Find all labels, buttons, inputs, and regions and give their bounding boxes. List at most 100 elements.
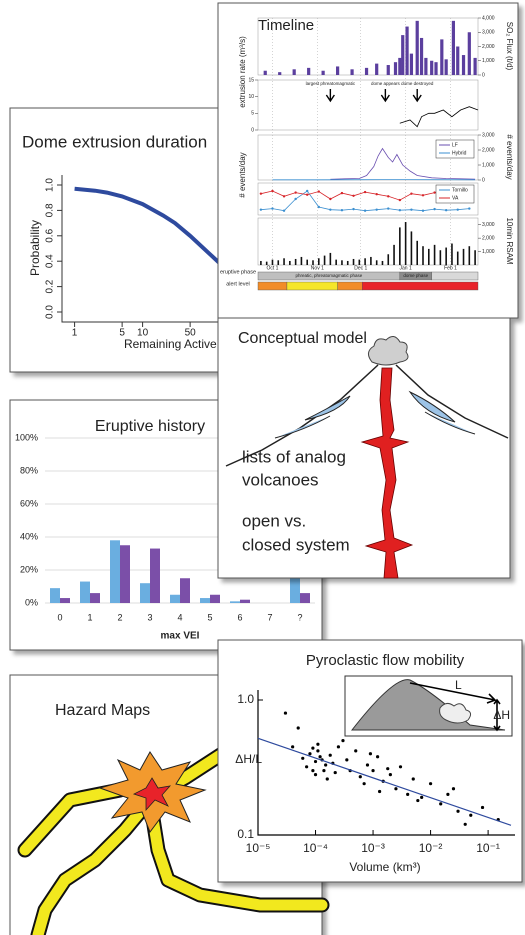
data-point [345,758,348,761]
so2-bar [322,71,325,75]
count-point [329,198,331,200]
legend-label: LF [452,142,458,148]
model-text: open vs. [242,511,306,530]
so2-bar [365,68,368,75]
data-point [314,773,317,776]
count-point [294,191,296,193]
count-point [422,194,424,196]
y-tick-label: 0% [25,597,38,607]
count-point [271,207,273,209]
legend-label: Hybrid [452,150,467,156]
data-point [341,739,344,742]
alert-segment [362,282,478,290]
inset-label: L [455,678,462,692]
x-tick-label: 10⁻³ [361,841,385,855]
y-tick-label: 0.6 [45,228,56,242]
so2-bar [462,55,465,75]
y-tick-label: 0 [251,127,254,133]
count-point [422,210,424,212]
so2-bar [405,27,408,75]
x-tick-label: 6 [237,612,242,622]
y-tick-label: 60% [20,498,38,508]
count-point [445,209,447,211]
x-tick-label: Oct 1 [266,265,278,271]
count-point [375,193,377,195]
data-point [322,769,325,772]
bar [230,601,240,603]
y-tick-label: 40% [20,531,38,541]
data-point [297,726,300,729]
x-tick-label: 7 [267,612,272,622]
y-tick-label: 2,000 [482,235,495,241]
count-point [468,207,470,209]
card-title: Eruptive history [95,418,205,435]
data-point [329,754,332,757]
data-point [366,763,369,766]
data-point [316,749,319,752]
y-tick-label: 4,000 [482,15,495,21]
conceptual-card: Conceptual model lists of analog volcano… [218,318,510,578]
y-tick-label: 1,000 [482,162,495,168]
so2-bar [307,68,310,75]
count-point [399,199,401,201]
card-title: Pyroclastic flow mobility [306,652,465,669]
y-tick-label: 0.0 [45,305,56,319]
bar [140,583,150,603]
alert-segment [287,282,338,290]
count-point [433,208,435,210]
data-point [284,711,287,714]
card-title: Hazard Maps [55,702,150,719]
axis-label: # events/day [505,134,514,179]
so2-bar [430,61,433,75]
data-point [464,823,467,826]
bar [90,593,100,603]
bar [240,600,250,603]
y-tick-label: 0.1 [237,827,254,841]
count-point [318,206,320,208]
y-tick-label: 20% [20,564,38,574]
x-tick-label: 1 [87,612,92,622]
bar [180,578,190,603]
annotation: dome destroyed [401,81,434,86]
so2-bar [401,35,404,75]
alert-segment [338,282,363,290]
annotation: dome appears [371,81,401,86]
annotation: largest phreatomagmatic [306,81,356,86]
so2-bar [440,39,443,75]
count-point [283,195,285,197]
count-point [260,192,262,194]
data-point [386,767,389,770]
legend-label: Tornillo [452,187,468,193]
data-point [311,747,314,750]
phase-label: dome phase [403,273,428,278]
data-point [308,752,311,755]
data-point [376,755,379,758]
x-tick-label: 1 [72,328,78,339]
count-point [387,207,389,209]
data-point [337,745,340,748]
so2-bar [434,62,437,75]
so2-bar [420,38,423,75]
so2-bar [445,59,448,75]
data-point [354,749,357,752]
y-tick-label: 15 [248,77,254,83]
y-tick-label: 3,000 [482,132,495,138]
y-tick-label: 2,000 [482,44,495,50]
x-tick-label: Jan 1 [400,265,412,271]
page: Dome extrusion duration 0.00.20.40.60.81… [0,0,525,935]
x-tick-label: 5 [207,612,212,622]
phase-segment [432,272,478,280]
data-point [371,769,374,772]
so2-bar [424,58,427,75]
data-point [429,782,432,785]
y-tick-label: 3,000 [482,30,495,36]
pyro-card: Pyroclastic flow mobility L ΔH 0.11.010⁻… [218,640,522,882]
bar [120,545,130,603]
so2-bar [452,21,455,75]
so2-bar [416,21,419,75]
bar [210,595,220,603]
count-point [387,195,389,197]
so2-bar [410,54,413,75]
data-point [314,760,317,763]
y-axis-label: ΔH/L [235,752,262,766]
